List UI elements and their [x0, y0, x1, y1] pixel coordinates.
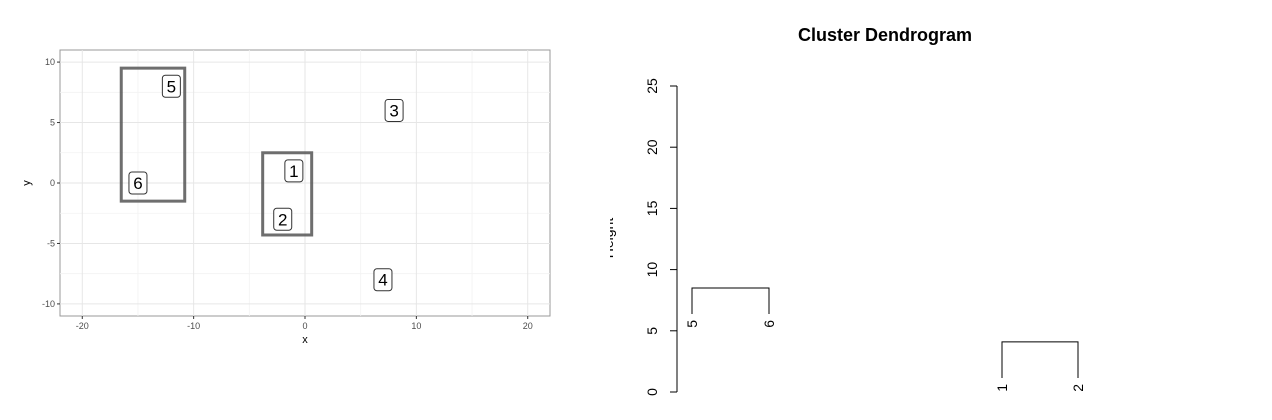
y-tick-label: 10: [45, 57, 55, 67]
y-tick-label: 5: [644, 327, 660, 335]
y-tick-label: 25: [644, 78, 660, 94]
dendrogram-link: [691, 287, 770, 314]
scatter-plot: -20 -10 0 10 20 -10 -5 0 5 10 x y 1 2 3 4 5 6: [21, 49, 551, 346]
leaf-label: 1: [994, 384, 1010, 392]
point-label: 2: [278, 210, 287, 229]
y-tick-label: 5: [50, 118, 55, 128]
y-axis-label: y: [21, 180, 33, 186]
dendrogram-plot: Cluster Dendrogram 0 5 10 15 20 25 Height 5 6 1 2: [610, 25, 1086, 396]
leaf-label: 5: [684, 320, 700, 328]
leaf-label: 6: [761, 320, 777, 328]
chart-title: Cluster Dendrogram: [798, 25, 972, 45]
x-tick-label: 20: [523, 321, 533, 331]
point-label: 4: [378, 271, 387, 290]
point-label-box: [373, 268, 393, 292]
point-label: 3: [389, 101, 398, 120]
y-axis-label: Height: [610, 218, 616, 259]
point-label: 5: [167, 77, 176, 96]
cluster-rectangle: [119, 66, 187, 203]
cluster-rectangle: [261, 151, 314, 237]
y-tick-label: 0: [50, 178, 55, 188]
point-label-box: [284, 159, 304, 183]
point-label-box: [273, 207, 293, 231]
point-label-box: [161, 74, 181, 98]
x-tick-label: 10: [411, 321, 421, 331]
point-label: 1: [289, 162, 298, 181]
x-axis-label: x: [302, 334, 308, 346]
y-tick-label: 10: [644, 262, 660, 278]
dendrogram-link: [1001, 341, 1079, 378]
y-tick-label: -5: [47, 238, 55, 248]
x-tick-label: -10: [187, 321, 200, 331]
y-tick-label: 15: [644, 200, 660, 216]
y-tick-label: 20: [644, 139, 660, 155]
point-label: 6: [133, 174, 142, 193]
leaf-label: 2: [1070, 384, 1086, 392]
y-tick-label: 0: [644, 388, 660, 396]
y-tick-label: -10: [42, 299, 55, 309]
point-label-box: [384, 98, 404, 122]
x-tick-label: 0: [302, 321, 307, 331]
x-tick-label: -20: [76, 321, 89, 331]
point-label-box: [128, 171, 148, 195]
